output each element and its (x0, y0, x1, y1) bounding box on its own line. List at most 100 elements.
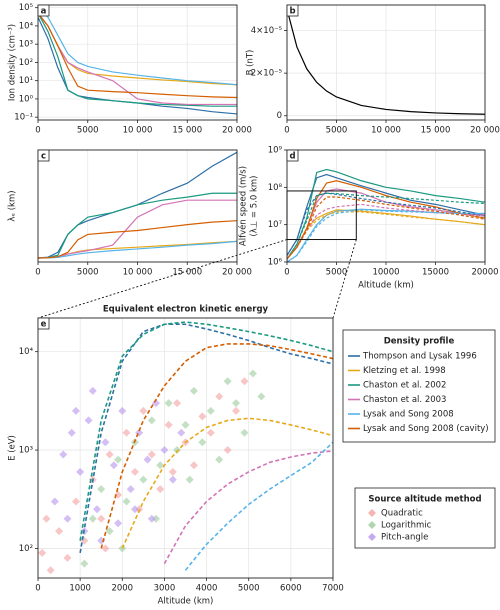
x-tick-label: 0 (284, 268, 289, 278)
x-tick-label: 7000 (322, 584, 344, 594)
scatter-point (168, 467, 177, 476)
scatter-point (88, 386, 97, 395)
x-tick-label: 20000 (471, 268, 498, 278)
model-curve (100, 343, 333, 549)
legend-box (342, 329, 496, 443)
x-tick-label: 3000 (154, 584, 176, 594)
y-axis-label: λₑ (km) (8, 190, 18, 221)
scatter-point (84, 416, 93, 425)
scatter-point (189, 461, 198, 470)
scatter-point (143, 455, 152, 464)
model-curve (79, 323, 333, 554)
panel-label-box (37, 149, 50, 162)
scatter-point (223, 377, 232, 386)
panel-label-box (286, 149, 299, 162)
legend-swatch (368, 509, 376, 517)
scatter-point (160, 446, 169, 455)
series-line (287, 209, 485, 262)
x-tick-label: 5000 (77, 126, 99, 136)
x-tick-label: 4000 (196, 584, 218, 594)
scatter-point (198, 438, 207, 447)
series-line (287, 9, 485, 115)
scatter-point (147, 450, 156, 459)
chart-title: Equivalent electron kinetic energy (103, 305, 269, 315)
x-tick-label: 20 000 (470, 126, 500, 136)
x-tick-label: 1000 (69, 584, 91, 594)
scatter-point (63, 514, 72, 523)
plot-area (38, 321, 333, 575)
y-tick-label: 10⁻¹ (14, 113, 33, 123)
y-tick-label: 10² (19, 544, 33, 554)
scatter-point (156, 485, 165, 494)
x-tick-label: 5000 (326, 126, 348, 136)
y-tick-label: 10⁶ (268, 258, 283, 268)
scatter-point (114, 519, 123, 528)
scatter-point (63, 553, 72, 562)
plot-frame (37, 149, 238, 263)
scatter-point (248, 369, 257, 378)
scatter-point (130, 505, 139, 514)
x-tick-label: 2000 (111, 584, 133, 594)
legend-title: Source altitude method (368, 495, 481, 505)
scatter-point (198, 412, 207, 421)
scatter-point (215, 392, 224, 401)
scatter-point (97, 485, 106, 494)
scatter-point (139, 406, 148, 415)
scatter-point (232, 406, 241, 415)
x-tick-label: 15 000 (172, 268, 202, 278)
scatter-point (215, 455, 224, 464)
legend-label: Kletzing et al. 1998 (363, 366, 446, 376)
scatter-point (164, 399, 173, 408)
y-tick-label: 2×10⁻⁵ (251, 69, 282, 79)
x-tick-label: 20 000 (222, 268, 252, 278)
scatter-point (55, 527, 64, 536)
y-tick-label: 0 (277, 111, 282, 121)
series-line (38, 220, 237, 259)
y-tick-label: 10⁷ (268, 220, 283, 230)
x-tick-label: 6000 (280, 584, 302, 594)
zoom-connector (332, 239, 357, 319)
y-tick-label: 10⁹ (268, 146, 283, 156)
legend-label: Logarithmic (381, 521, 432, 531)
scatter-point (114, 455, 123, 464)
scatter-point (152, 514, 160, 523)
x-tick-label: 5000 (326, 268, 348, 278)
x-tick-label: 0 (35, 126, 40, 136)
scatter-point (152, 399, 160, 408)
scatter-point (173, 399, 182, 408)
scatter-point (223, 446, 232, 455)
scatter-point (156, 461, 165, 470)
scatter-point (177, 428, 186, 437)
panel-label-box (37, 4, 50, 17)
scatter-point (147, 416, 156, 425)
series-line (38, 192, 237, 259)
y-axis-label: Alfvén speed (m/s) (238, 166, 249, 246)
y-axis-label: E (eV) (8, 435, 18, 461)
scatter-point (101, 438, 110, 447)
scatter-point (93, 505, 101, 514)
legend-swatch (368, 521, 376, 529)
panel-label: b (289, 7, 295, 17)
model-curve (79, 321, 333, 541)
x-tick-label: 10000 (372, 268, 399, 278)
series-line (38, 12, 237, 99)
series-line (287, 173, 485, 256)
scatter-point (71, 497, 80, 506)
scatter-point (126, 485, 135, 494)
scatter-point (118, 406, 127, 415)
legend-label: Chaston et al. 2002 (363, 381, 446, 391)
scatter-point (97, 514, 106, 523)
series-line (287, 196, 485, 260)
scatter-point (181, 420, 190, 429)
scatter-point (101, 544, 110, 553)
x-tick-label: 20 000 (222, 126, 252, 136)
scatter-point (168, 475, 177, 484)
scatter-point (109, 461, 118, 470)
panel-label-box (37, 317, 50, 330)
y-tick-label: 10³ (19, 446, 33, 456)
series-line (287, 168, 485, 260)
series-line (38, 7, 237, 86)
y-axis-label: Ion density (cm⁻³) (8, 24, 18, 101)
scatter-point (38, 548, 47, 557)
